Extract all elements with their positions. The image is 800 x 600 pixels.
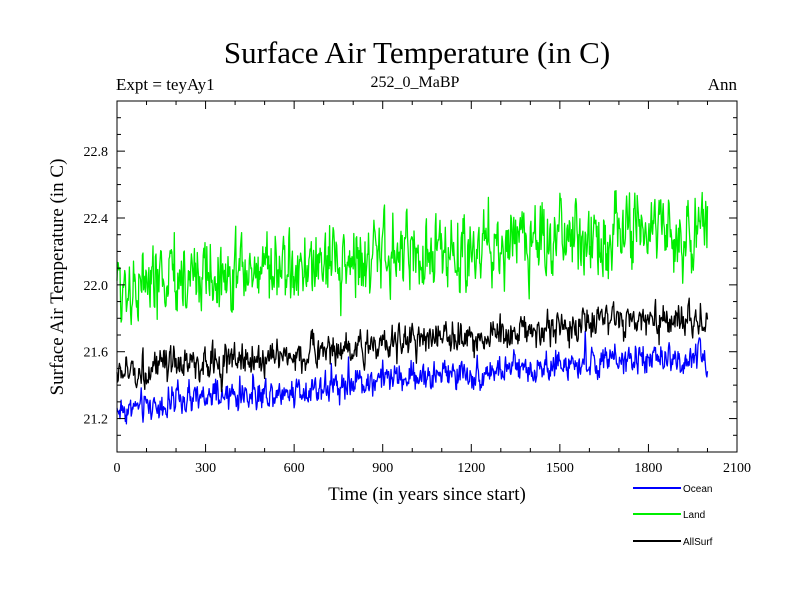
y-tick-label: 21.6 [84, 346, 109, 361]
y-tick-label: 21.2 [84, 413, 109, 428]
x-tick-label: 1500 [546, 461, 574, 476]
experiment-label: Expt = teyAy1 [116, 75, 215, 94]
x-tick-label: 2100 [723, 461, 751, 476]
legend-label-allsurf: AllSurf [683, 537, 713, 548]
y-axis-label: Surface Air Temperature (in C) [47, 159, 68, 396]
y-tick-label: 22.0 [84, 279, 109, 294]
x-tick-label: 900 [372, 461, 393, 476]
x-tick-label: 1200 [457, 461, 485, 476]
y-tick-label: 22.4 [84, 212, 109, 227]
period-label: 252_0_MaBP [371, 74, 460, 91]
x-axis-label: Time (in years since start) [328, 484, 526, 505]
x-tick-label: 0 [114, 461, 121, 476]
y-tick-label: 22.8 [84, 145, 109, 160]
legend-label-land: Land [683, 510, 705, 521]
x-tick-label: 600 [284, 461, 305, 476]
series-line-ocean [116, 330, 709, 425]
chart-title: Surface Air Temperature (in C) [224, 35, 610, 70]
series-line-land [116, 189, 709, 326]
series-line-allsurf [116, 297, 709, 393]
legend-label-ocean: Ocean [683, 484, 712, 495]
season-label: Ann [708, 75, 738, 94]
legend: Ocean Land AllSurf [633, 484, 713, 548]
axis-layer: 0 300 600 900 1200 1500 1800 2100 21.2 21.6 22.0 22… [84, 100, 751, 476]
plot-frame [116, 100, 738, 453]
x-tick-label: 1800 [634, 461, 662, 476]
series-layer [116, 189, 709, 425]
x-tick-label: 300 [195, 461, 216, 476]
